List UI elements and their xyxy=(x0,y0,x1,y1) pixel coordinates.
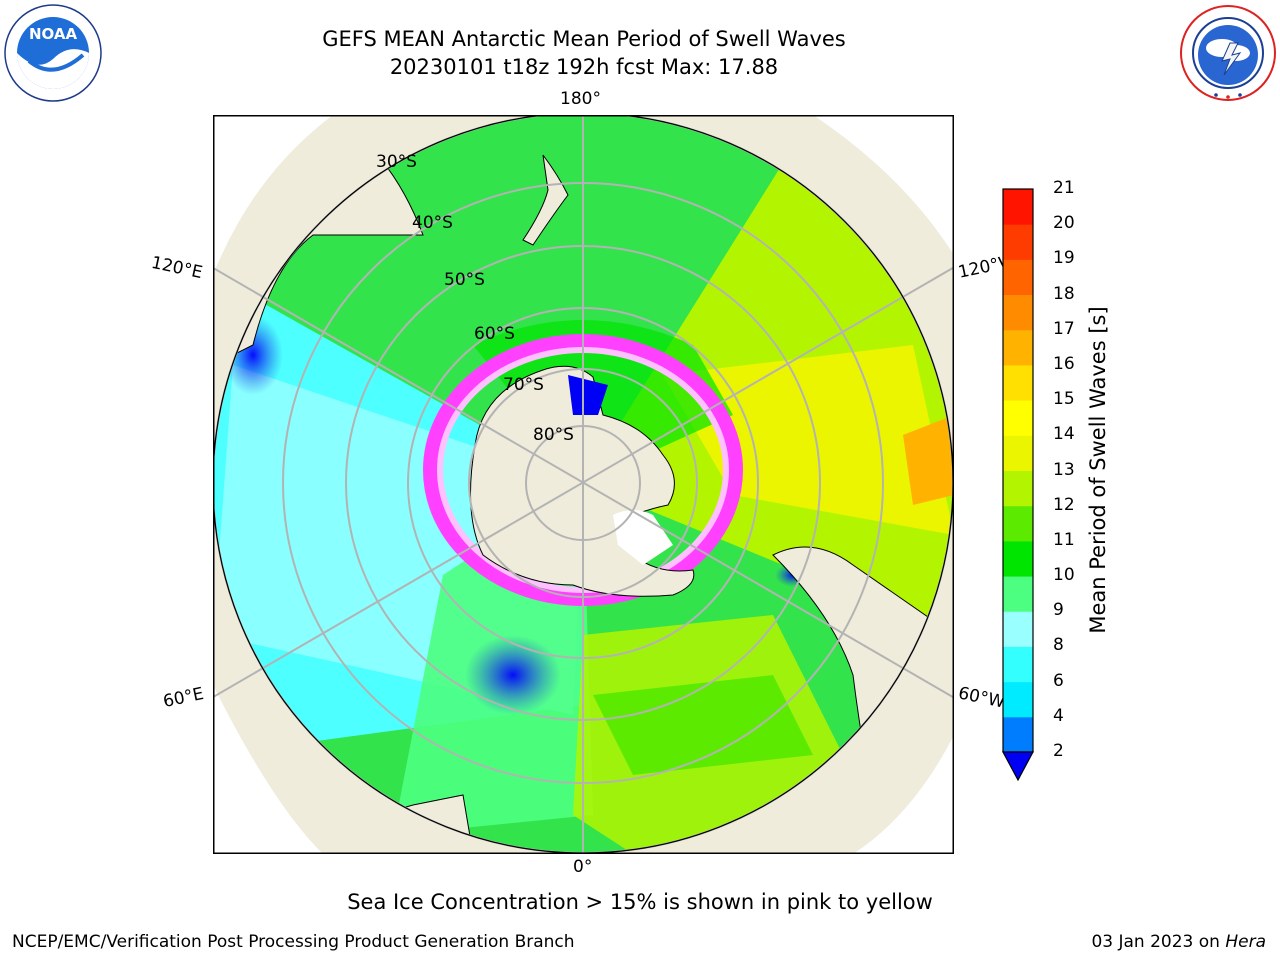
lat-label-50s: 50°S xyxy=(444,270,485,290)
footer-host: Hera xyxy=(1225,932,1266,952)
colorbar-band xyxy=(1003,259,1033,296)
noaa-logo: NOAA xyxy=(4,4,102,102)
colorbar-tick-label: 9 xyxy=(1053,600,1064,621)
colorbar xyxy=(1001,188,1035,782)
colorbar-band xyxy=(1003,364,1033,401)
colorbar-band xyxy=(1003,540,1033,577)
lat-label-40s: 40°S xyxy=(412,213,453,233)
colorbar-tick-label: 2 xyxy=(1053,741,1064,761)
colorbar-tick-label: 12 xyxy=(1053,494,1075,515)
footer-branch: NCEP/EMC/Verification Post Processing Pr… xyxy=(12,932,575,952)
colorbar-tick-label: 20 xyxy=(1053,213,1075,234)
colorbar-tick-label: 16 xyxy=(1053,353,1075,374)
colorbar-tick-label: 14 xyxy=(1053,424,1075,445)
map-subtitle: 20230101 t18z 192h fcst Max: 17.88 xyxy=(389,55,779,79)
nws-logo xyxy=(1180,5,1276,101)
noaa-logo-text: NOAA xyxy=(29,25,78,43)
colorbar-band xyxy=(1003,576,1033,612)
colorbar-band xyxy=(1003,435,1033,471)
colorbar-tick-label: 17 xyxy=(1053,318,1075,339)
lon-label-bottom: 0° xyxy=(573,857,593,877)
lon-label-left-lower: 60°E xyxy=(161,683,206,713)
polar-map xyxy=(213,115,954,854)
colorbar-tick-label: 11 xyxy=(1053,529,1075,550)
colorbar-band xyxy=(1003,470,1033,507)
colorbar-band xyxy=(1003,646,1033,683)
colorbar-tick-label: 19 xyxy=(1053,248,1075,269)
colorbar-band xyxy=(1003,189,1033,225)
colorbar-tick-label: 18 xyxy=(1053,283,1075,304)
map-title: GEFS MEAN Antarctic Mean Period of Swell… xyxy=(322,27,846,51)
lat-label-60s: 60°S xyxy=(474,324,515,344)
colorbar-band xyxy=(1003,681,1033,718)
colorbar-tick-label: 6 xyxy=(1053,670,1064,691)
colorbar-tick-label: 21 xyxy=(1053,178,1075,198)
lat-label-70s: 70°S xyxy=(503,375,544,395)
lat-label-80s: 80°S xyxy=(533,425,574,445)
lon-label-top: 180° xyxy=(560,89,601,109)
colorbar-tick-label: 8 xyxy=(1053,635,1064,656)
footer-date-text: 03 Jan 2023 on xyxy=(1091,932,1226,952)
sea-ice-note: Sea Ice Concentration > 15% is shown in … xyxy=(347,890,933,914)
lon-label-right-lower: 60°W xyxy=(956,683,1007,713)
colorbar-band xyxy=(1003,505,1033,542)
colorbar-label: Mean Period of Swell Waves [s] xyxy=(1086,306,1110,634)
colorbar-tick-label: 13 xyxy=(1053,459,1075,480)
colorbar-band xyxy=(1003,611,1033,647)
colorbar-band xyxy=(1003,224,1033,260)
colorbar-tick-label: 10 xyxy=(1053,565,1075,586)
colorbar-tick-label: 4 xyxy=(1053,705,1064,726)
footer-date: 03 Jan 2023 on Hera xyxy=(1091,932,1266,952)
lon-label-left-upper: 120°E xyxy=(149,252,205,284)
colorbar-band xyxy=(1003,400,1033,436)
lat-label-30s: 30°S xyxy=(376,152,417,172)
colorbar-band xyxy=(1003,716,1033,753)
colorbar-band xyxy=(1003,294,1033,331)
colorbar-tick-label: 15 xyxy=(1053,389,1075,410)
colorbar-band xyxy=(1003,329,1033,366)
